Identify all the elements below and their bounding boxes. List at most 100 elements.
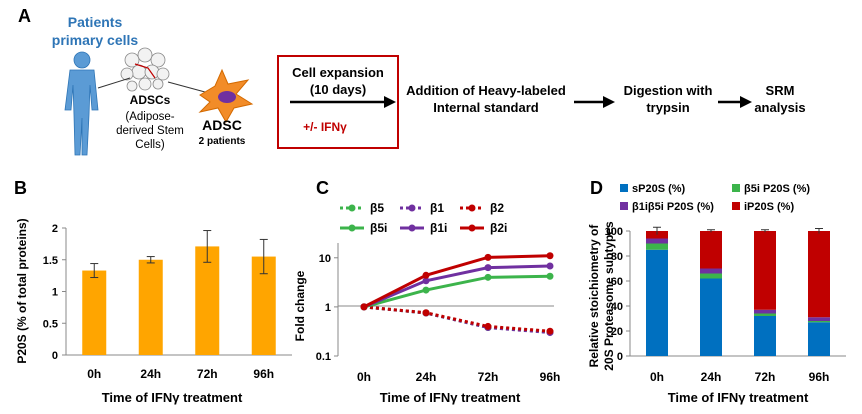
treatment-label: +/- IFNγ (303, 120, 347, 134)
panel-d-x-tick-label: 72h (755, 370, 776, 384)
panel-c-point-β2i (546, 252, 554, 260)
panel-d-segment-24h (700, 278, 722, 356)
panel-b-y-tick-label: 1.5 (43, 255, 58, 267)
panel-c-plot: 0.1 1 10 0h 24h 72h 96h (316, 243, 561, 384)
panel-c-x-tick-label: 0h (357, 370, 371, 384)
panel-b-y-tick-label: 0.5 (43, 318, 58, 330)
adipose-cells-icon (120, 47, 170, 92)
panel-b-letter: B (14, 178, 27, 198)
arrow-2-head (603, 96, 615, 108)
cell-expansion-line1: Cell expansion (292, 65, 384, 80)
panel-d-legend-label: iP20S (%) (744, 201, 794, 213)
panel-b-x-tick-label: 96h (253, 367, 274, 381)
panel-c-ylabel: Fold change (293, 270, 307, 341)
panel-c-x-tick-label: 72h (478, 370, 499, 384)
panel-d-y-tick-label: 80 (611, 251, 623, 263)
panel-d-legend-swatch (620, 184, 628, 192)
arrow-3-head (740, 96, 752, 108)
panel-c-y-tick-label: 1 (325, 302, 331, 314)
panel-c-legend-marker (348, 204, 356, 212)
adsc-label: ADSC (202, 117, 242, 133)
panel-d-x-tick-label: 96h (809, 370, 830, 384)
panel-d-segment-24h (700, 273, 722, 279)
panel-c-point-β5i (546, 272, 554, 280)
panel-c-legend-label: β1i (430, 221, 447, 235)
panel-b: B P20S (% of total proteins) Time of IFN… (14, 178, 292, 405)
panel-c-legend-label: β2 (490, 201, 504, 215)
step3-line1: SRM (766, 83, 795, 98)
panel-d-y-tick-label: 100 (605, 226, 623, 238)
panel-d-segment-96h (808, 321, 830, 323)
panel-b-x-tick-label: 72h (197, 367, 218, 381)
panel-b-y-tick-label: 0 (52, 350, 58, 362)
panel-d-segment-72h (754, 313, 776, 316)
panel-c-point-β5i (422, 286, 430, 294)
patients-label-line1: Patients (68, 14, 123, 30)
panel-d-y-tick-label: 60 (611, 276, 623, 288)
step3-line2: analysis (754, 100, 805, 115)
panel-c-series-line-β5 (363, 305, 551, 334)
step2-line1: Digestion with (624, 83, 713, 98)
panel-d-legend: sP20S (%) β5i P20S (%) β1iβ5i P20S (%) iP20… (620, 183, 810, 213)
panel-c-series-line-β2i (363, 254, 551, 309)
panel-d-segment-24h (700, 268, 722, 274)
adscs-desc-line2: derived Stem (116, 125, 184, 137)
panel-c-legend: β5 β1 β2 β5i β1i β2i (340, 201, 507, 235)
step1-line2: Internal standard (433, 100, 539, 115)
panel-d-segment-24h (700, 231, 722, 269)
panel-c-point-β2i (360, 303, 368, 311)
panel-c-point-β5i (484, 273, 492, 281)
panel-b-y-tick-label: 1 (52, 287, 58, 299)
human-body-icon (64, 51, 99, 156)
panel-b-bar-0h (82, 270, 107, 355)
panel-c-legend-label: β2i (490, 221, 507, 235)
panel-c-legend-marker (348, 224, 356, 232)
panel-c-point-β1i (422, 277, 430, 285)
panel-c-point-β2i (484, 253, 492, 261)
panel-d-segment-96h (808, 322, 830, 356)
panel-d-x-tick-label: 24h (701, 370, 722, 384)
panel-d-y-tick-label: 0 (617, 351, 623, 363)
panel-c-series-line-β1i (363, 264, 551, 309)
panel-b-x-tick-label: 0h (87, 367, 101, 381)
panel-a-letter: A (18, 6, 31, 26)
panel-d: D Relative stoichiometry of 20S Proteaso… (587, 178, 846, 405)
step1-line1: Addition of Heavy-labeled (406, 83, 566, 98)
panel-a: A Patients primary cells ADSCs (Adipose-… (18, 6, 806, 156)
panel-b-x-tick-label: 24h (140, 367, 161, 381)
arrow-1-head (384, 96, 396, 108)
adscs-desc-line3: Cells) (135, 139, 165, 151)
panel-c-y-tick-label: 0.1 (316, 351, 331, 363)
panel-d-legend-label: β1iβ5i P20S (%) (632, 201, 714, 213)
panel-d-segment-96h (808, 317, 830, 321)
panel-b-y-tick-label: 2 (52, 223, 58, 235)
panel-d-legend-swatch (620, 202, 628, 210)
panel-d-segment-72h (754, 309, 776, 314)
panel-b-xlabel: Time of IFNγ treatment (102, 390, 243, 405)
panel-d-segment-72h (754, 231, 776, 310)
panel-c-xlabel: Time of IFNγ treatment (380, 390, 521, 405)
panel-c-legend-label: β5i (370, 221, 387, 235)
panel-c-series-line-β2 (363, 305, 551, 333)
panel-c-point-β1i (484, 264, 492, 272)
panel-d-legend-swatch (732, 184, 740, 192)
panel-b-bar-24h (138, 259, 163, 355)
panel-c-x-tick-label: 24h (416, 370, 437, 384)
panel-c-point-β2 (484, 322, 492, 330)
panel-d-xlabel: Time of IFNγ treatment (668, 390, 809, 405)
panel-c: C Fold change Time of IFNγ treatment β5 β… (293, 178, 560, 405)
panel-d-segment-96h (808, 231, 830, 318)
adscs-desc-line1: (Adipose- (125, 111, 174, 123)
panel-d-segment-0h (646, 249, 668, 356)
panel-c-x-tick-label: 96h (540, 370, 561, 384)
panel-d-ylabel-line2: 20S Proteasome subtypes (602, 221, 616, 371)
panel-d-plot: 0 20 40 60 80 100 0h 24h 72h 96h (605, 226, 846, 384)
panel-d-y-tick-label: 40 (611, 301, 623, 313)
panel-d-segment-0h (646, 238, 668, 244)
panel-c-series-line-β1 (363, 305, 551, 335)
panel-c-y-tick-label: 10 (319, 253, 331, 265)
adsc-cell-icon (198, 68, 254, 124)
panel-d-y-tick-label: 20 (611, 326, 623, 338)
